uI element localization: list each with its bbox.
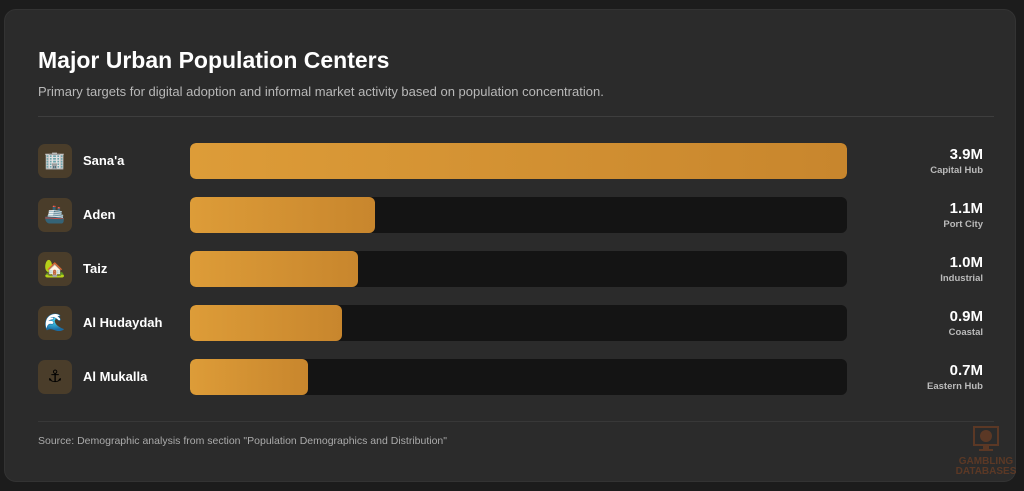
value-label: 1.1M xyxy=(949,200,983,217)
bar-row: 🏢 Sana'a 3.9M Capital Hub xyxy=(38,143,983,179)
value-label: 3.9M xyxy=(949,146,983,163)
bar xyxy=(190,143,847,179)
anchor-icon: ⚓ xyxy=(38,360,72,394)
source-note: Source: Demographic analysis from sectio… xyxy=(38,435,447,447)
sublabel: Capital Hub xyxy=(930,165,983,176)
chart-subtitle: Primary targets for digital adoption and… xyxy=(38,84,604,99)
chart-title: Major Urban Population Centers xyxy=(38,47,390,73)
bar-row: 🌊 Al Hudaydah 0.9M Coastal xyxy=(38,305,983,341)
bar-row: 🏡 Taiz 1.0M Industrial xyxy=(38,251,983,287)
bar-track xyxy=(190,251,847,287)
divider xyxy=(38,421,994,422)
bar xyxy=(190,305,342,341)
bar xyxy=(190,251,359,287)
watermark-logo: GAMBLING DATABASES xyxy=(952,424,1020,477)
monitor-chip-icon xyxy=(973,426,999,451)
value-label: 0.7M xyxy=(949,362,983,379)
sublabel: Coastal xyxy=(948,327,983,338)
category-label: Al Mukalla xyxy=(83,369,148,384)
bar-track xyxy=(190,305,847,341)
category-label: Sana'a xyxy=(83,153,125,168)
sublabel: Port City xyxy=(943,219,983,230)
bar-row: 🚢 Aden 1.1M Port City xyxy=(38,197,983,233)
chart-card: Major Urban Population Centers Primary t… xyxy=(4,9,1016,482)
bar-row: ⚓ Al Mukalla 0.7M Eastern Hub xyxy=(38,359,983,395)
category-label: Aden xyxy=(83,207,116,222)
office-building-icon: 🏢 xyxy=(38,144,72,178)
divider xyxy=(38,116,994,117)
bar-track xyxy=(190,359,847,395)
wave-icon: 🌊 xyxy=(38,306,72,340)
category-label: Taiz xyxy=(83,261,108,276)
bar-track xyxy=(190,197,847,233)
value-label: 1.0M xyxy=(949,254,983,271)
ship-icon: 🚢 xyxy=(38,198,72,232)
sublabel: Industrial xyxy=(940,273,983,284)
category-label: Al Hudaydah xyxy=(83,315,163,330)
bar-track xyxy=(190,143,847,179)
sublabel: Eastern Hub xyxy=(927,381,983,392)
house-garden-icon: 🏡 xyxy=(38,252,72,286)
value-label: 0.9M xyxy=(949,308,983,325)
bar xyxy=(190,197,376,233)
bar xyxy=(190,359,308,395)
